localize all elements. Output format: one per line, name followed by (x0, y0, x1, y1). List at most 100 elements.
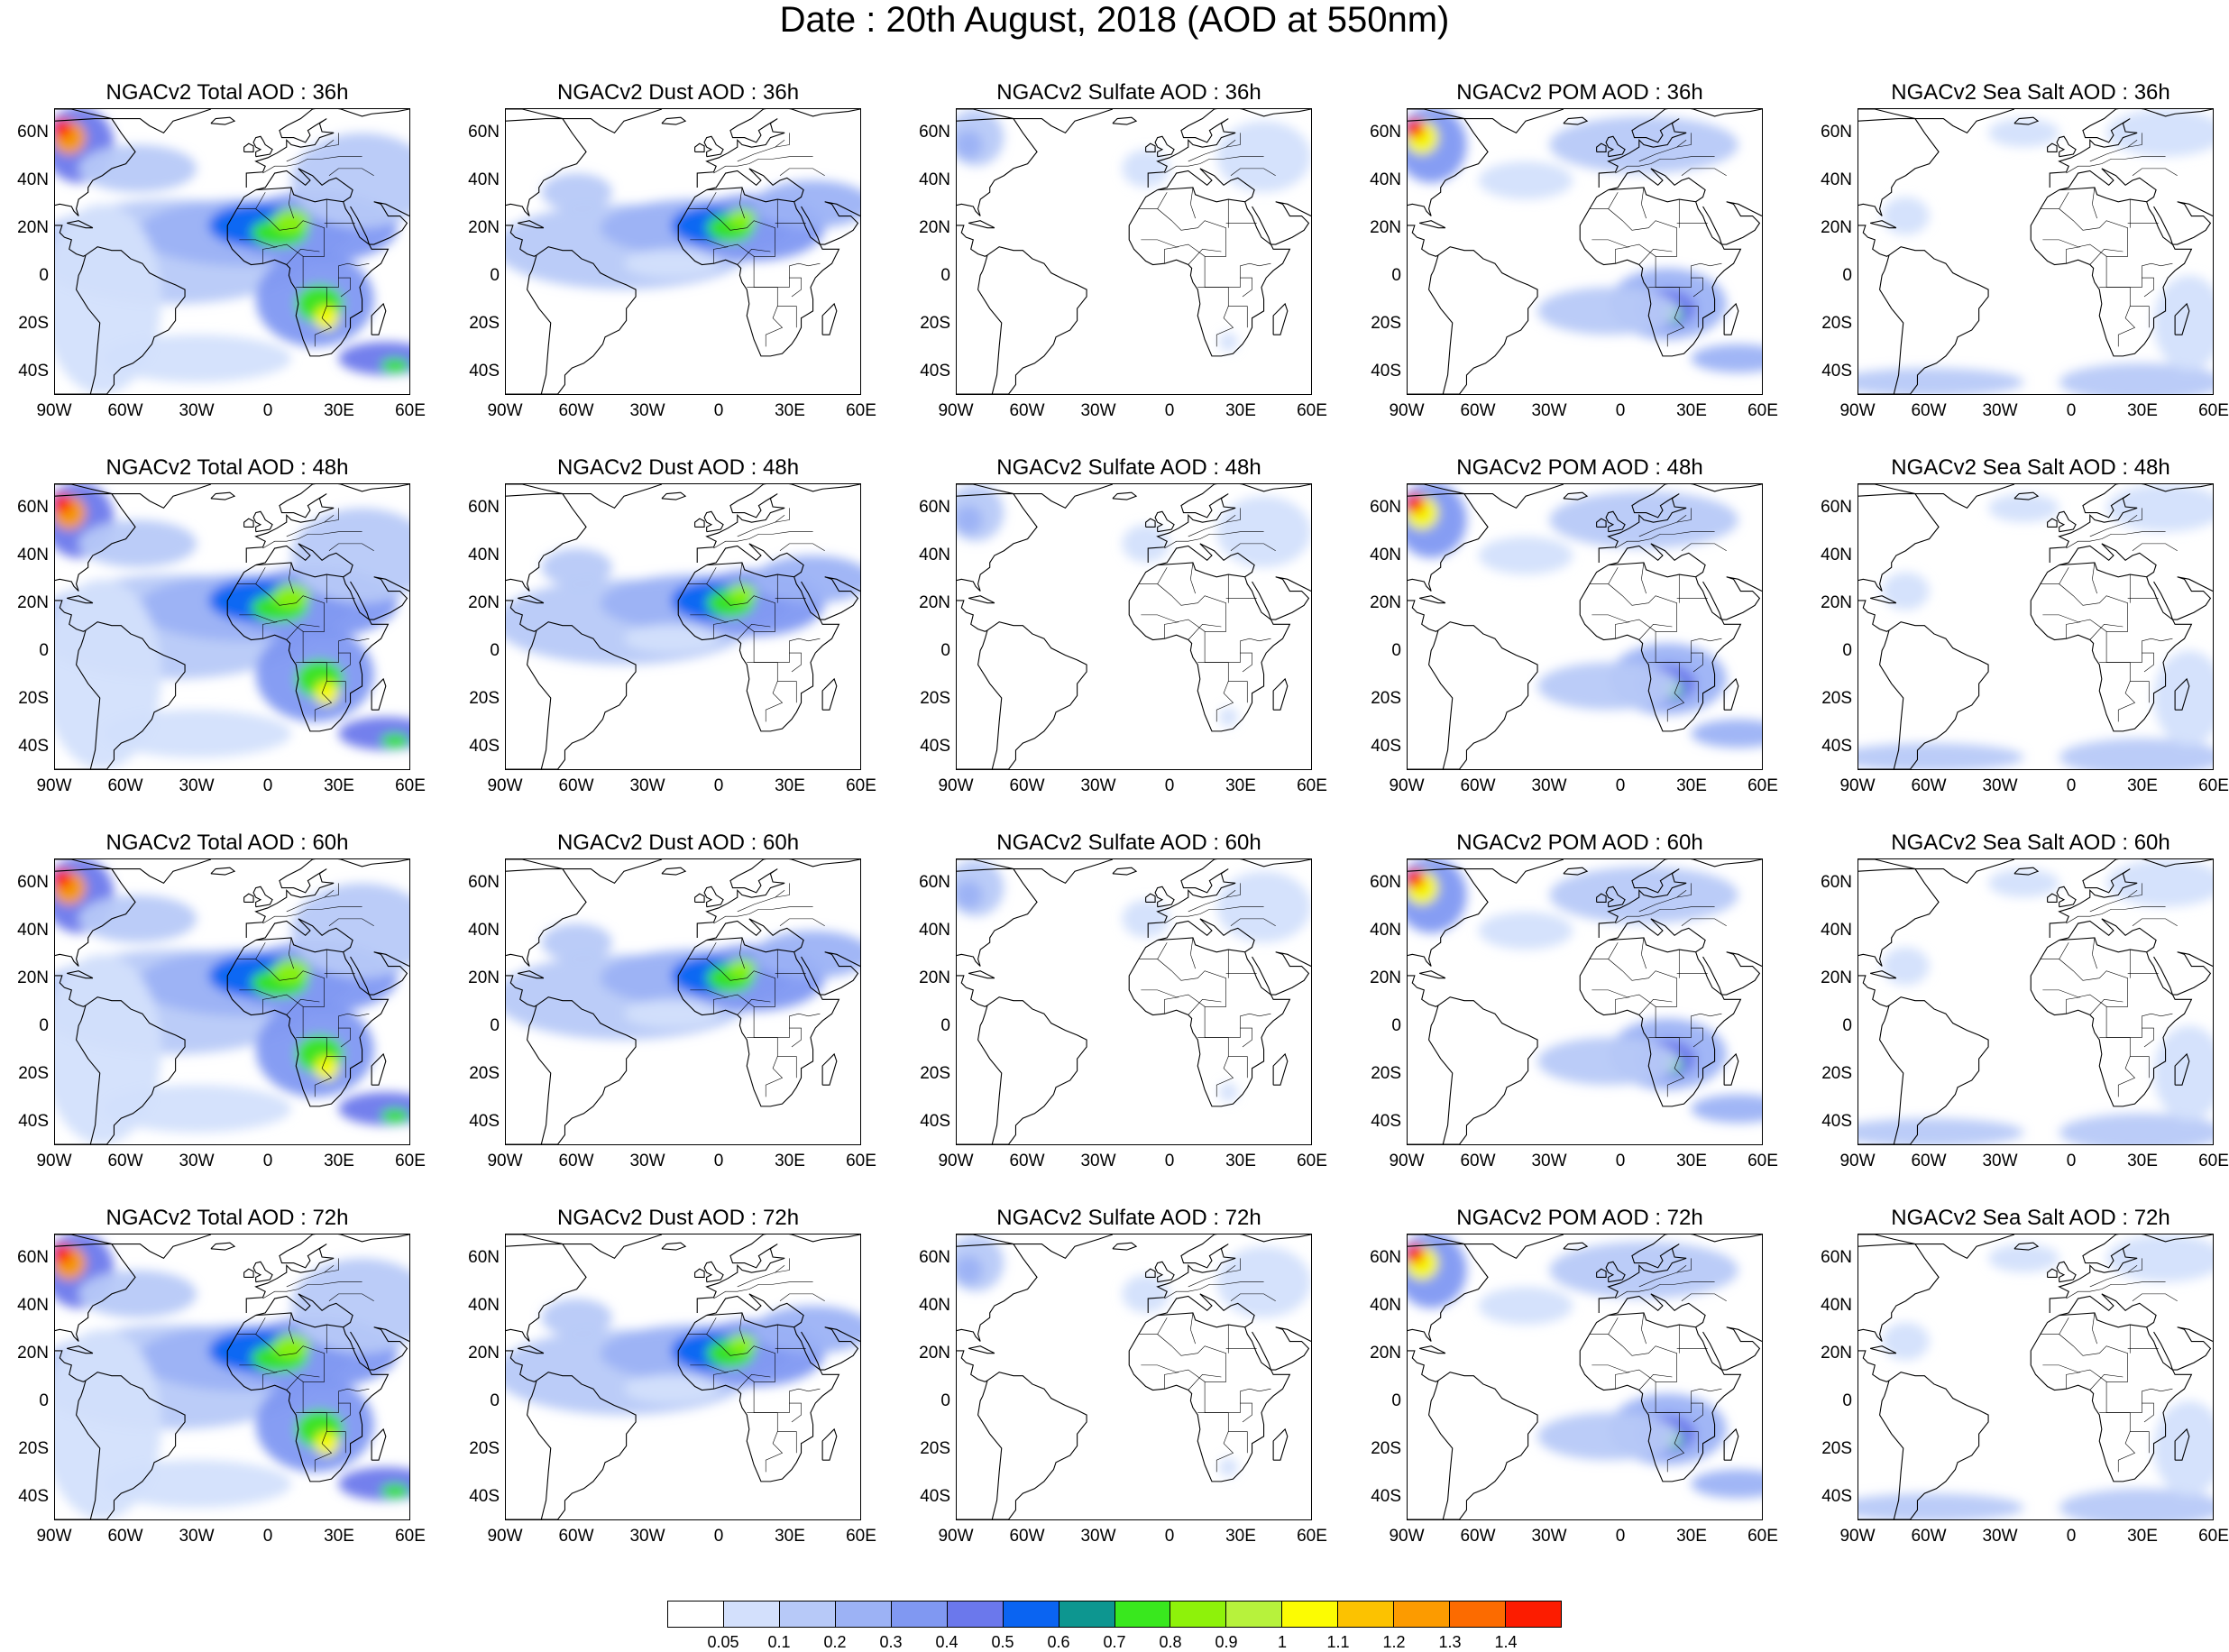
coastline (1858, 629, 1904, 769)
lon-tick-label: 0 (262, 776, 273, 795)
coastline (350, 576, 409, 620)
country-border (2089, 140, 2138, 162)
coastline (1608, 1293, 1706, 1328)
coastline (506, 600, 537, 632)
aod-plume (381, 1483, 409, 1499)
colorbar-label: 1.3 (1438, 1633, 1462, 1651)
lat-tick-label: 60N (468, 872, 500, 892)
aod-plume (1691, 719, 1762, 748)
country-border (2089, 1374, 2124, 1390)
country-border (2130, 1431, 2150, 1454)
country-border (289, 937, 292, 955)
coastline (1408, 225, 1439, 257)
lat-tick-label: 20N (468, 1343, 500, 1363)
coastline (661, 867, 687, 876)
lat-tick-label: 60N (919, 1247, 950, 1267)
coastline (957, 1350, 988, 1382)
country-border (1615, 621, 1630, 639)
coastline (1408, 484, 1564, 509)
lon-tick-label: 30E (775, 1527, 805, 1546)
country-border (324, 133, 339, 148)
coastline (517, 595, 545, 604)
dust-aod-field-svg (506, 859, 860, 1144)
map-frame (1407, 1234, 1763, 1520)
country-border (779, 168, 825, 176)
country-border (255, 567, 266, 584)
country-border (2089, 890, 2138, 913)
coastline (1128, 937, 1291, 1107)
coastline (517, 970, 545, 979)
country-border (236, 1334, 325, 1382)
country-border (1589, 1334, 1677, 1382)
aod-plume (272, 208, 310, 233)
coastline (2174, 1052, 2190, 1086)
coastline (243, 518, 254, 528)
map-panel-seasalt-72h: NGACv2 Sea Salt AOD : 72h 60N 40N 20N 0 20S 40… (1805, 1207, 2229, 1576)
country-border (2099, 1037, 2136, 1097)
country-border (1138, 583, 1226, 632)
coastline (55, 1005, 101, 1144)
lat-tick-label: 20N (468, 592, 500, 612)
lat-tick-label: 40S (920, 736, 950, 756)
coastline (1858, 225, 1890, 257)
coastline (252, 886, 273, 908)
coastline (2174, 1427, 2190, 1461)
country-border (1608, 942, 1619, 959)
country-border (1691, 1027, 1703, 1048)
coastline (1157, 918, 1255, 953)
aod-plume (754, 180, 860, 228)
coastline (2047, 1268, 2058, 1278)
aod-plume (315, 681, 339, 705)
country-border (1679, 1431, 1699, 1454)
country-border (2066, 246, 2081, 264)
coastline (1408, 254, 1454, 394)
lon-tick-label: 90W (1389, 776, 1425, 795)
lat-tick-label: 40N (1370, 170, 1401, 189)
country-border (1608, 1317, 1619, 1335)
coastline (2059, 1293, 2157, 1328)
coastline (1272, 677, 1289, 711)
lat-tick-label: 20S (1821, 1063, 1852, 1083)
lon-tick-label: 90W (938, 1527, 974, 1546)
lat-tick-label: 20N (919, 217, 950, 237)
coastline (226, 187, 390, 357)
coastline (245, 1234, 409, 1313)
country-border (739, 187, 743, 205)
panel-title: NGACv2 Sea Salt AOD : 36h (1891, 80, 2170, 105)
coastline (1408, 629, 1454, 769)
country-border (1190, 1312, 1194, 1330)
coastline (1418, 595, 1446, 604)
lat-tick-label: 20S (469, 1438, 500, 1458)
total-aod-field-svg (55, 109, 409, 394)
country-border (255, 942, 266, 959)
panel-title: NGACv2 POM AOD : 36h (1456, 80, 1703, 105)
coastline (2056, 886, 2077, 908)
country-border (289, 1329, 294, 1345)
country-border (2092, 1329, 2097, 1345)
lon-tick-label: 90W (1389, 1152, 1425, 1170)
lon-tick-label: 30W (629, 1152, 665, 1170)
country-border (1679, 681, 1699, 703)
country-border (2142, 1027, 2154, 1048)
lon-tick-label: 60W (558, 1527, 594, 1546)
aod-plume (1858, 368, 2024, 394)
coastline (1858, 246, 1989, 394)
aod-plume (2059, 1488, 2213, 1519)
country-border (1240, 1013, 1271, 1017)
aod-plume (754, 931, 860, 978)
coastline (1858, 1005, 1904, 1144)
country-border (338, 1027, 351, 1048)
coastline (1272, 302, 1289, 335)
country-border (2089, 249, 2124, 265)
aod-plume (55, 493, 72, 513)
country-border (1681, 543, 1727, 551)
coastline (55, 621, 186, 769)
aod-plume (1478, 911, 1573, 950)
country-border (739, 954, 745, 969)
lat-tick-label: 40S (469, 361, 500, 381)
lat-tick-label: 20N (1370, 968, 1401, 987)
coastline (1154, 135, 1175, 158)
coastline (1596, 893, 1607, 903)
country-border (289, 579, 294, 594)
country-border (2105, 256, 2142, 288)
